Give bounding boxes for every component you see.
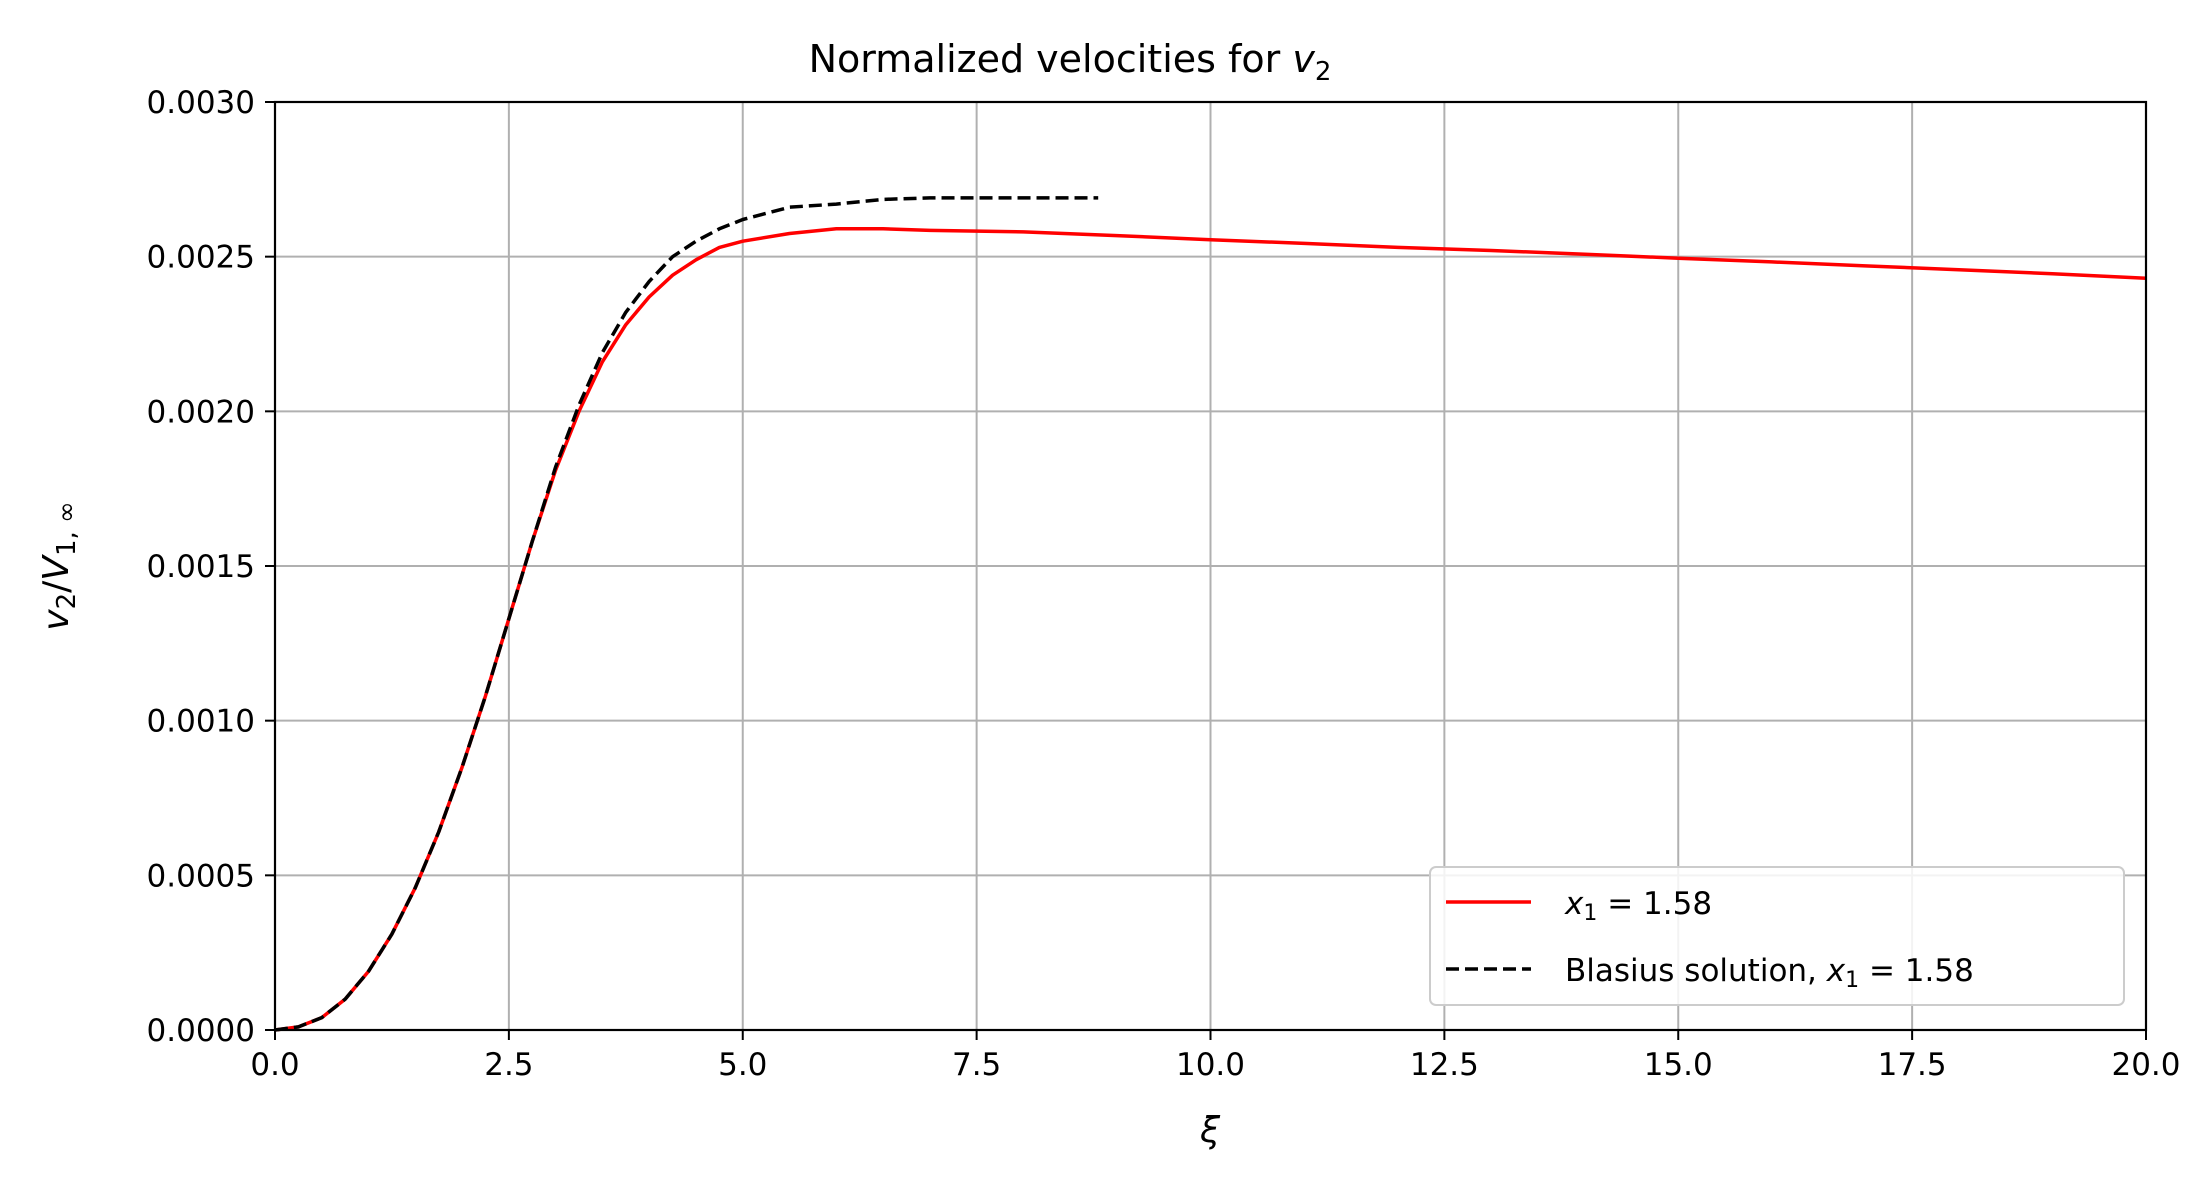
y-axis-ticks: 0.0000 0.0005 0.0010 0.0015 0.0020 0.0025 0.00… bbox=[147, 85, 275, 1049]
y-tick-label: 0.0025 bbox=[147, 240, 255, 276]
x-tick-label: 10.0 bbox=[1176, 1047, 1245, 1083]
y-tick-label: 0.0005 bbox=[147, 858, 255, 894]
x-tick-label: 0.0 bbox=[250, 1047, 299, 1083]
y-tick-label: 0.0015 bbox=[147, 549, 255, 585]
legend-label-red: x1 = 1.58 bbox=[1564, 886, 1712, 926]
x-tick-label: 7.5 bbox=[952, 1047, 1001, 1083]
x-tick-label: 2.5 bbox=[484, 1047, 533, 1083]
y-tick-label: 0.0000 bbox=[147, 1013, 255, 1049]
y-axis-label: v2/V1, ∞ bbox=[36, 501, 82, 630]
y-tick-label: 0.0010 bbox=[147, 704, 255, 740]
x-tick-label: 15.0 bbox=[1644, 1047, 1713, 1083]
legend: x1 = 1.58 Blasius solution, x1 = 1.58 bbox=[1429, 866, 2125, 1006]
x-tick-label: 12.5 bbox=[1410, 1047, 1479, 1083]
x-tick-label: 20.0 bbox=[2111, 1047, 2180, 1083]
legend-box bbox=[1429, 866, 2125, 1006]
chart-title: Normalized velocities for v2 bbox=[809, 37, 1332, 87]
y-tick-label: 0.0030 bbox=[147, 85, 255, 121]
data-series bbox=[274, 196, 2147, 1032]
x-tick-label: 17.5 bbox=[1878, 1047, 1947, 1083]
x-axis-label: ξ bbox=[1199, 1110, 1221, 1151]
x-axis-ticks: 0.0 2.5 5.0 7.5 10.0 12.5 15.0 17.5 20.0 bbox=[250, 1030, 2181, 1083]
y-tick-label: 0.0020 bbox=[147, 394, 255, 430]
legend-label-black: Blasius solution, x1 = 1.58 bbox=[1565, 953, 1974, 993]
series-line-blasius-dashed bbox=[274, 196, 1099, 1032]
x-tick-label: 5.0 bbox=[718, 1047, 767, 1083]
